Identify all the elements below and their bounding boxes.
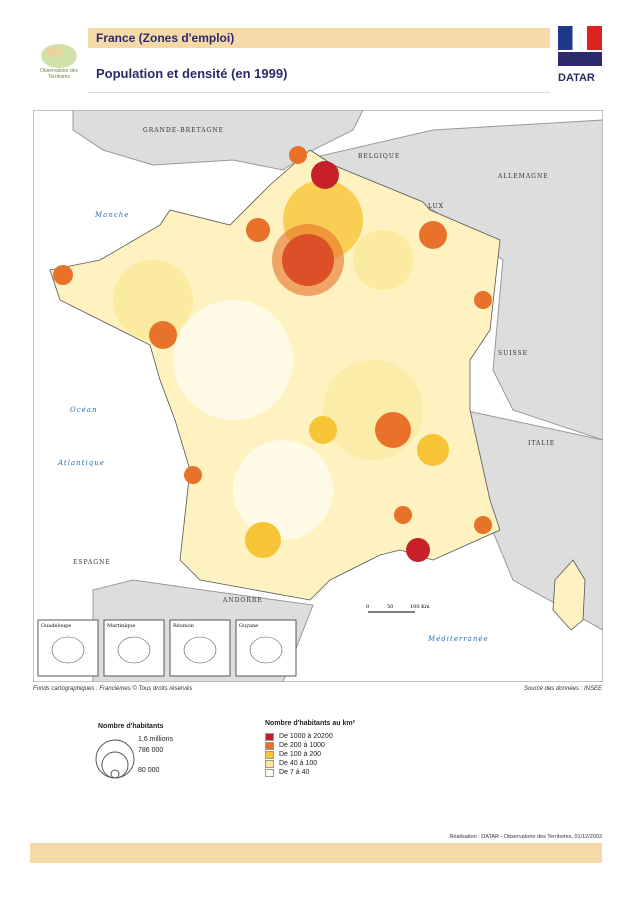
scale-label: 50 bbox=[387, 604, 393, 610]
logo: Observatoire des Territoires bbox=[30, 28, 88, 80]
map-label: BELGIQUE bbox=[358, 153, 400, 160]
density-patches bbox=[53, 146, 492, 562]
map-label: ITALIE bbox=[528, 440, 555, 447]
legend-item: De 200 à 1000 bbox=[265, 741, 333, 750]
legend-label: De 1000 à 20200 bbox=[279, 733, 333, 740]
logo-text: Observatoire des Territoires bbox=[39, 68, 79, 80]
legend-swatch bbox=[265, 750, 274, 759]
footer-credit: Réalisation : DATAR - Observatoire des T… bbox=[449, 834, 602, 840]
agency: DATAR bbox=[558, 72, 595, 84]
sea-label: Méditerranée bbox=[427, 635, 489, 643]
size-label: 786 000 bbox=[138, 747, 164, 754]
legend-item: De 40 à 100 bbox=[265, 759, 333, 768]
map-label: SUISSE bbox=[498, 350, 528, 357]
map-label: ESPAGNE bbox=[73, 559, 111, 566]
inset-shape bbox=[183, 636, 217, 664]
scale-label: 100 Km bbox=[410, 604, 430, 610]
legend-swatch bbox=[265, 741, 274, 750]
legend-item: De 100 à 200 bbox=[265, 750, 333, 759]
map: GRANDE-BRETAGNE BELGIQUE ALLEMAGNE LUX S… bbox=[33, 110, 603, 682]
size-circles bbox=[95, 739, 135, 779]
scale-bar: 0 50 100 Km bbox=[366, 604, 430, 613]
inset-label: Guyane bbox=[239, 623, 258, 629]
inset-label: Martinique bbox=[107, 623, 135, 629]
map-label: ANDORRE bbox=[222, 597, 263, 604]
map-label: ALLEMAGNE bbox=[497, 173, 549, 180]
logo-graphic bbox=[41, 44, 77, 68]
legend-item: De 7 à 40 bbox=[265, 768, 333, 777]
inset-shape bbox=[249, 636, 283, 664]
legend-label: De 40 à 100 bbox=[279, 760, 318, 767]
sea-label: Manche bbox=[94, 211, 129, 219]
footer-band bbox=[30, 843, 602, 863]
legend-title: Nombre d'habitants au km² bbox=[265, 720, 355, 727]
inset-shape bbox=[117, 636, 151, 664]
credit-base: Fonds cartographiques : Francièmes © Tou… bbox=[33, 686, 193, 692]
scale-label: 0 bbox=[366, 604, 369, 610]
legend-swatch bbox=[265, 759, 274, 768]
legend-label: De 100 à 200 bbox=[279, 751, 322, 758]
legend-title: Nombre d'habitants bbox=[98, 723, 164, 730]
size-label: 1,6 millions bbox=[138, 736, 174, 743]
corsica bbox=[552, 559, 586, 631]
density-legend: De 1000 à 20200 De 200 à 1000 De 100 à 200… bbox=[265, 732, 333, 777]
inset-shape bbox=[51, 636, 85, 664]
sea-label: Océan bbox=[70, 406, 97, 414]
header-band bbox=[88, 28, 550, 48]
section-title: France (Zones d'emploi) bbox=[96, 31, 235, 45]
inset-label: Réunion bbox=[173, 622, 195, 629]
legend-item: De 1000 à 20200 bbox=[265, 732, 333, 741]
rule bbox=[88, 92, 550, 93]
page-title: Population et densité (en 1999) bbox=[96, 66, 288, 81]
inset-label: Guadeloupe bbox=[41, 623, 71, 629]
map-label: LUX bbox=[428, 203, 444, 210]
map-label: GRANDE-BRETAGNE bbox=[143, 127, 224, 134]
flag bbox=[558, 26, 602, 50]
sea-label: Atlantique bbox=[57, 459, 105, 467]
legend-swatch bbox=[265, 732, 274, 741]
legend-swatch bbox=[265, 768, 274, 777]
legend-label: De 7 à 40 bbox=[279, 769, 310, 776]
legend-label: De 200 à 1000 bbox=[279, 742, 325, 749]
size-label: 80 000 bbox=[138, 767, 160, 774]
credit-source: Source des données : INSEE bbox=[523, 686, 602, 692]
gov-box bbox=[558, 52, 602, 66]
